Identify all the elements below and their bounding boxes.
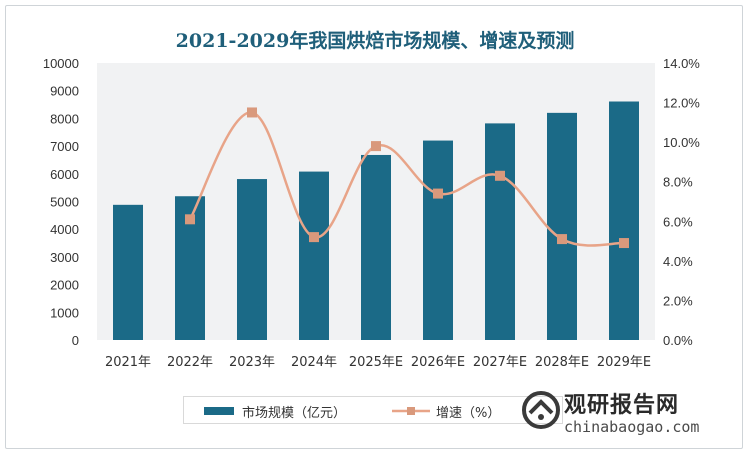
bar-0: [113, 204, 143, 340]
bar-series: [113, 101, 639, 341]
category-label: 2022年: [167, 355, 213, 370]
left-tick-label: 6000: [50, 167, 79, 182]
brand-logo: 观研报告网 chinabaogao.com: [520, 385, 735, 445]
bar-7: [547, 112, 577, 340]
growth-point-6: [495, 170, 505, 181]
category-label: 2024年: [291, 355, 337, 370]
category-label: 2029年E: [597, 355, 651, 370]
right-tick-label: 8.0%: [663, 175, 693, 190]
left-tick-label: 5000: [50, 195, 79, 210]
growth-point-3: [309, 232, 319, 243]
growth-point-8: [619, 238, 629, 249]
left-tick-label: 8000: [50, 111, 79, 126]
bar-2: [237, 179, 267, 340]
category-label: 2025年E: [349, 355, 403, 370]
growth-point-1: [185, 214, 195, 225]
brand-logo-icon: [522, 391, 560, 429]
left-tick-label: 4000: [50, 222, 79, 237]
category-label: 2023年: [229, 355, 275, 370]
bar-5: [423, 140, 453, 340]
growth-point-5: [433, 188, 443, 199]
brand-site: chinabaogao.com: [564, 418, 700, 436]
category-label: 2021年: [105, 355, 151, 370]
legend: 市场规模（亿元） 增速（%）: [183, 396, 563, 424]
right-tick-label: 4.0%: [663, 254, 693, 269]
left-tick-label: 7000: [50, 139, 79, 154]
left-axis-ticks: 0 1000 2000 3000 4000 5000 6000 7000 8000 9000 100…: [43, 56, 79, 348]
brand-name: 观研报告网: [564, 393, 680, 418]
left-tick-label: 2000: [50, 278, 79, 293]
left-tick-label: 9000: [50, 84, 79, 99]
legend-bar-label: 市场规模（亿元）: [242, 405, 347, 421]
bar-3: [299, 171, 329, 340]
bar-4: [361, 154, 391, 340]
left-tick-label: 3000: [50, 250, 79, 265]
growth-point-4: [371, 141, 381, 152]
category-label: 2026年E: [411, 355, 465, 370]
legend-line-label: 增速（%）: [436, 405, 501, 421]
line-series: [185, 107, 629, 249]
right-tick-label: 2.0%: [663, 293, 693, 308]
legend-line-swatch: [392, 407, 430, 415]
right-tick-label: 0.0%: [663, 333, 693, 348]
category-axis-ticks: 2021年 2022年 2023年 2024年 2025年E 2026年E 2027年E 20…: [105, 355, 651, 370]
right-tick-label: 6.0%: [663, 214, 693, 229]
right-axis-ticks: 0.0% 2.0% 4.0% 6.0% 8.0% 10.0% 12.0% 14.0%: [663, 56, 700, 348]
left-tick-label: 10000: [43, 56, 79, 71]
right-tick-label: 10.0%: [663, 135, 700, 150]
right-tick-label: 14.0%: [663, 56, 700, 71]
growth-point-7: [557, 234, 567, 245]
legend-item-bar: 市场规模（亿元）: [204, 401, 346, 421]
growth-point-2: [247, 107, 257, 118]
right-tick-label: 12.0%: [663, 96, 700, 111]
bar-6: [485, 123, 515, 340]
bar-8: [609, 101, 639, 341]
category-label: 2027年E: [473, 355, 527, 370]
legend-item-line: 增速（%）: [392, 401, 500, 421]
category-label: 2028年E: [535, 355, 589, 370]
left-tick-label: 1000: [50, 305, 79, 320]
left-tick-label: 0: [72, 333, 79, 348]
legend-bar-swatch: [204, 407, 234, 415]
chart-title: 2021-2029年我国烘焙市场规模、增速及预测: [175, 30, 575, 52]
